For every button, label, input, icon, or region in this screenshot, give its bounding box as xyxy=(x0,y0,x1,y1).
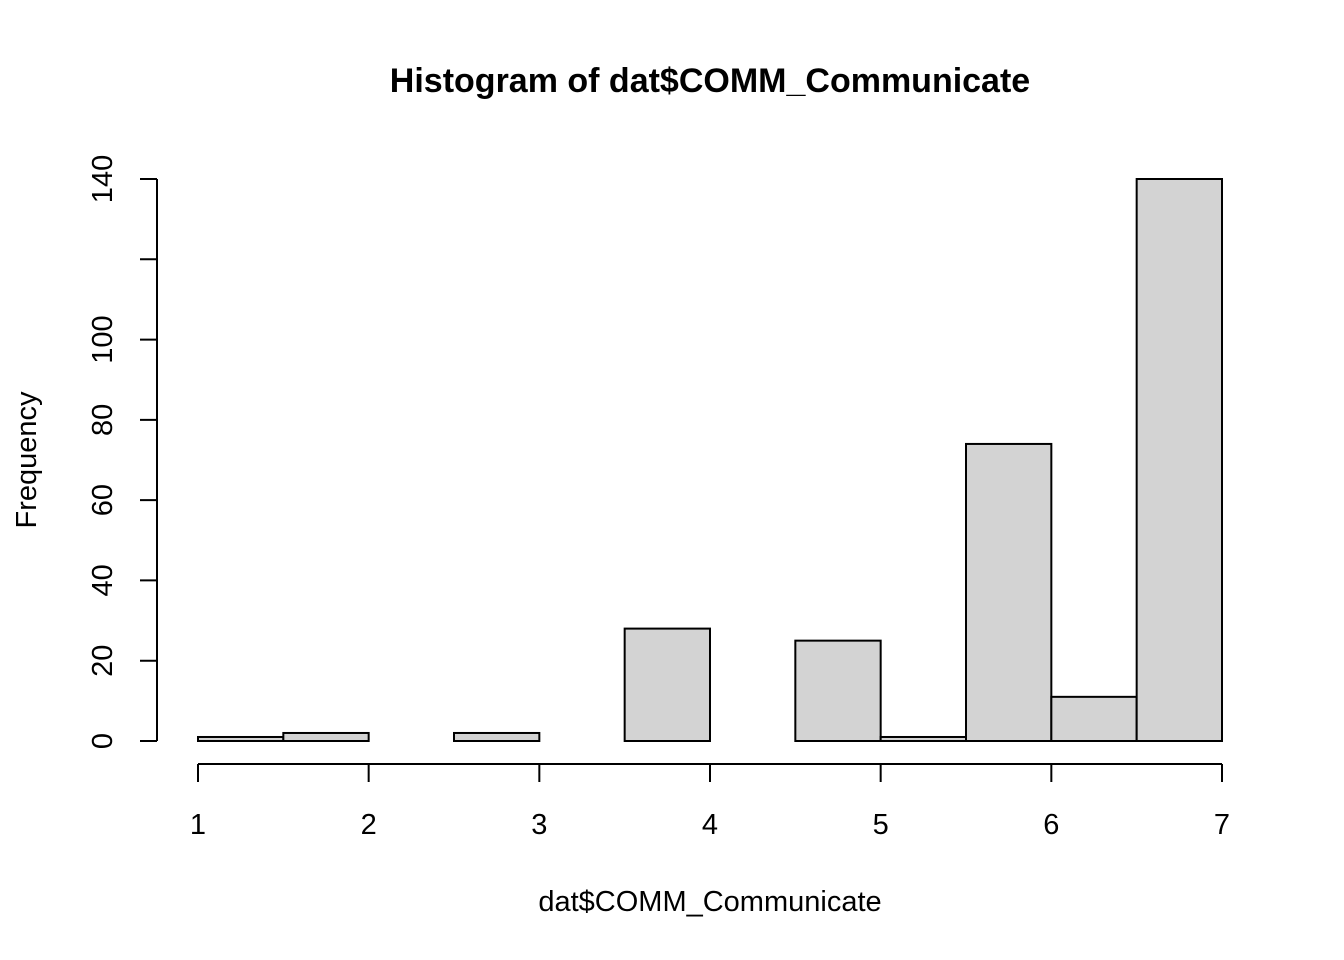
x-tick-label-6: 6 xyxy=(1043,809,1059,841)
x-tick-label-7: 7 xyxy=(1214,809,1230,841)
chart-title: Histogram of dat$COMM_Communicate xyxy=(390,62,1030,100)
x-axis-label: dat$COMM_Communicate xyxy=(538,886,881,918)
y-axis-label: Frequency xyxy=(11,391,43,529)
x-tick-label-2: 2 xyxy=(361,809,377,841)
histogram-bar-9 xyxy=(965,442,1053,742)
y-tick-label-20: 20 xyxy=(87,645,119,677)
y-tick-label-100: 100 xyxy=(87,315,119,363)
histogram-bar-10 xyxy=(1050,695,1138,742)
histogram-bar-1 xyxy=(282,731,370,743)
x-tick-label-5: 5 xyxy=(873,809,889,841)
y-tick-label-0: 0 xyxy=(87,733,119,749)
y-tick-label-140: 140 xyxy=(87,155,119,203)
histogram-bar-3 xyxy=(453,731,541,743)
x-tick-label-3: 3 xyxy=(531,809,547,841)
y-axis: 0 20 40 60 80 100 140 xyxy=(87,155,158,749)
histogram-bar-0 xyxy=(197,735,285,743)
histogram-bar-11 xyxy=(1135,178,1223,742)
x-tick-label-4: 4 xyxy=(702,809,718,841)
y-tick-label-40: 40 xyxy=(87,564,119,596)
x-tick-label-1: 1 xyxy=(190,809,206,841)
histogram-bar-5 xyxy=(623,627,712,742)
y-tick-label-60: 60 xyxy=(87,484,119,516)
y-tick-label-80: 80 xyxy=(87,404,119,436)
histogram-bar-7 xyxy=(794,639,882,743)
bars-group xyxy=(197,178,1223,743)
histogram-bar-8 xyxy=(879,735,968,743)
x-axis: 1 2 3 4 5 6 7 xyxy=(190,763,1230,841)
